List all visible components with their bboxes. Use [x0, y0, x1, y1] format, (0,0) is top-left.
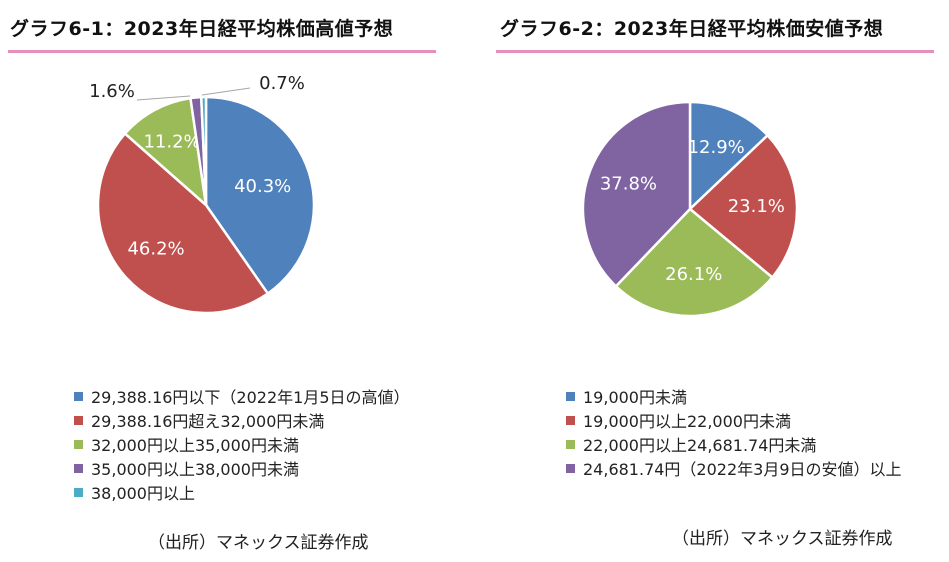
legend-swatch [74, 391, 83, 401]
chart-2-legend-item-3: 22,000円以上24,681.74円未満 [566, 432, 902, 456]
legend-label: 19,000円以上22,000円未満 [583, 412, 791, 431]
legend-label: 29,388.16円超え32,000円未満 [91, 412, 325, 431]
legend-swatch [566, 391, 575, 401]
chart-1-source: （出所）マネックス証券作成 [148, 533, 369, 553]
chart-2-slice-2 [688, 134, 799, 279]
chart-2-slice-4 [581, 100, 692, 288]
chart-2-data-label-3: 26.1% [665, 264, 722, 285]
legend-label: 24,681.74円（2022年3月9日の安値）以上 [583, 460, 902, 479]
chart-2-data-label-1: 12.9% [688, 137, 745, 158]
chart-1-legend-item-3: 32,000円以上35,000円未満 [74, 432, 410, 456]
chart-2-slice-1 [688, 100, 769, 211]
chart-1-data-label-2: 46.2% [127, 239, 184, 260]
legend-label: 22,000円以上24,681.74円未満 [583, 436, 817, 455]
legend-swatch [74, 463, 83, 473]
chart-1-leader-line-5 [201, 87, 251, 96]
chart-1-legend: 29,388.16円以下（2022年1月5日の高値） 29,388.16円超え32… [74, 384, 410, 504]
chart-1-data-label-5: 0.7% [259, 73, 305, 94]
legend-swatch [566, 415, 575, 425]
legend-swatch [74, 439, 83, 449]
chart-1-slice-2 [96, 132, 270, 315]
chart-1-title-rule [8, 50, 436, 53]
chart-2-title: グラフ6-2：2023年日経平均株価安値予想 [500, 18, 884, 40]
chart-1-title: グラフ6-1：2023年日経平均株価高値予想 [10, 18, 394, 40]
chart-1-legend-item-4: 35,000円以上38,000円未満 [74, 456, 410, 480]
chart-2-data-label-4: 37.8% [600, 173, 657, 194]
chart-1-data-label-4: 1.6% [89, 81, 135, 102]
chart-2-title-rule [496, 50, 934, 53]
chart-1-legend-item-2: 29,388.16円超え32,000円未満 [74, 408, 410, 432]
chart-1-data-label-1: 40.3% [234, 176, 291, 197]
chart-2-legend-item-2: 19,000円以上22,000円未満 [566, 408, 902, 432]
legend-label: 35,000円以上38,000円未満 [91, 460, 299, 479]
legend-swatch [566, 439, 575, 449]
legend-swatch [74, 415, 83, 425]
legend-label: 38,000円以上 [91, 484, 195, 503]
legend-label: 32,000円以上35,000円未満 [91, 436, 299, 455]
chart-1-leader-line-4 [136, 95, 191, 101]
chart-2-slice-3 [614, 207, 774, 318]
chart-1-slice-1 [204, 95, 316, 295]
legend-label: 19,000円未満 [583, 388, 687, 407]
chart-1-slice-3 [123, 96, 208, 207]
legend-swatch [566, 463, 575, 473]
chart-2-legend-item-4: 24,681.74円（2022年3月9日の安値）以上 [566, 456, 902, 480]
chart-2-legend: 19,000円未満 19,000円以上22,000円未満 22,000円以上24,6… [566, 384, 902, 480]
chart-2-legend-item-1: 19,000円未満 [566, 384, 902, 408]
chart-2-source: （出所）マネックス証券作成 [672, 529, 893, 549]
legend-swatch [74, 487, 83, 497]
legend-label: 29,388.16円以下（2022年1月5日の高値） [91, 388, 410, 407]
chart-1-data-label-3: 11.2% [143, 131, 200, 152]
chart-1-slice-5 [200, 95, 208, 207]
chart-1-legend-item-1: 29,388.16円以下（2022年1月5日の高値） [74, 384, 410, 408]
chart-1-legend-item-5: 38,000円以上 [74, 480, 410, 504]
chart-2-data-label-2: 23.1% [728, 196, 785, 217]
